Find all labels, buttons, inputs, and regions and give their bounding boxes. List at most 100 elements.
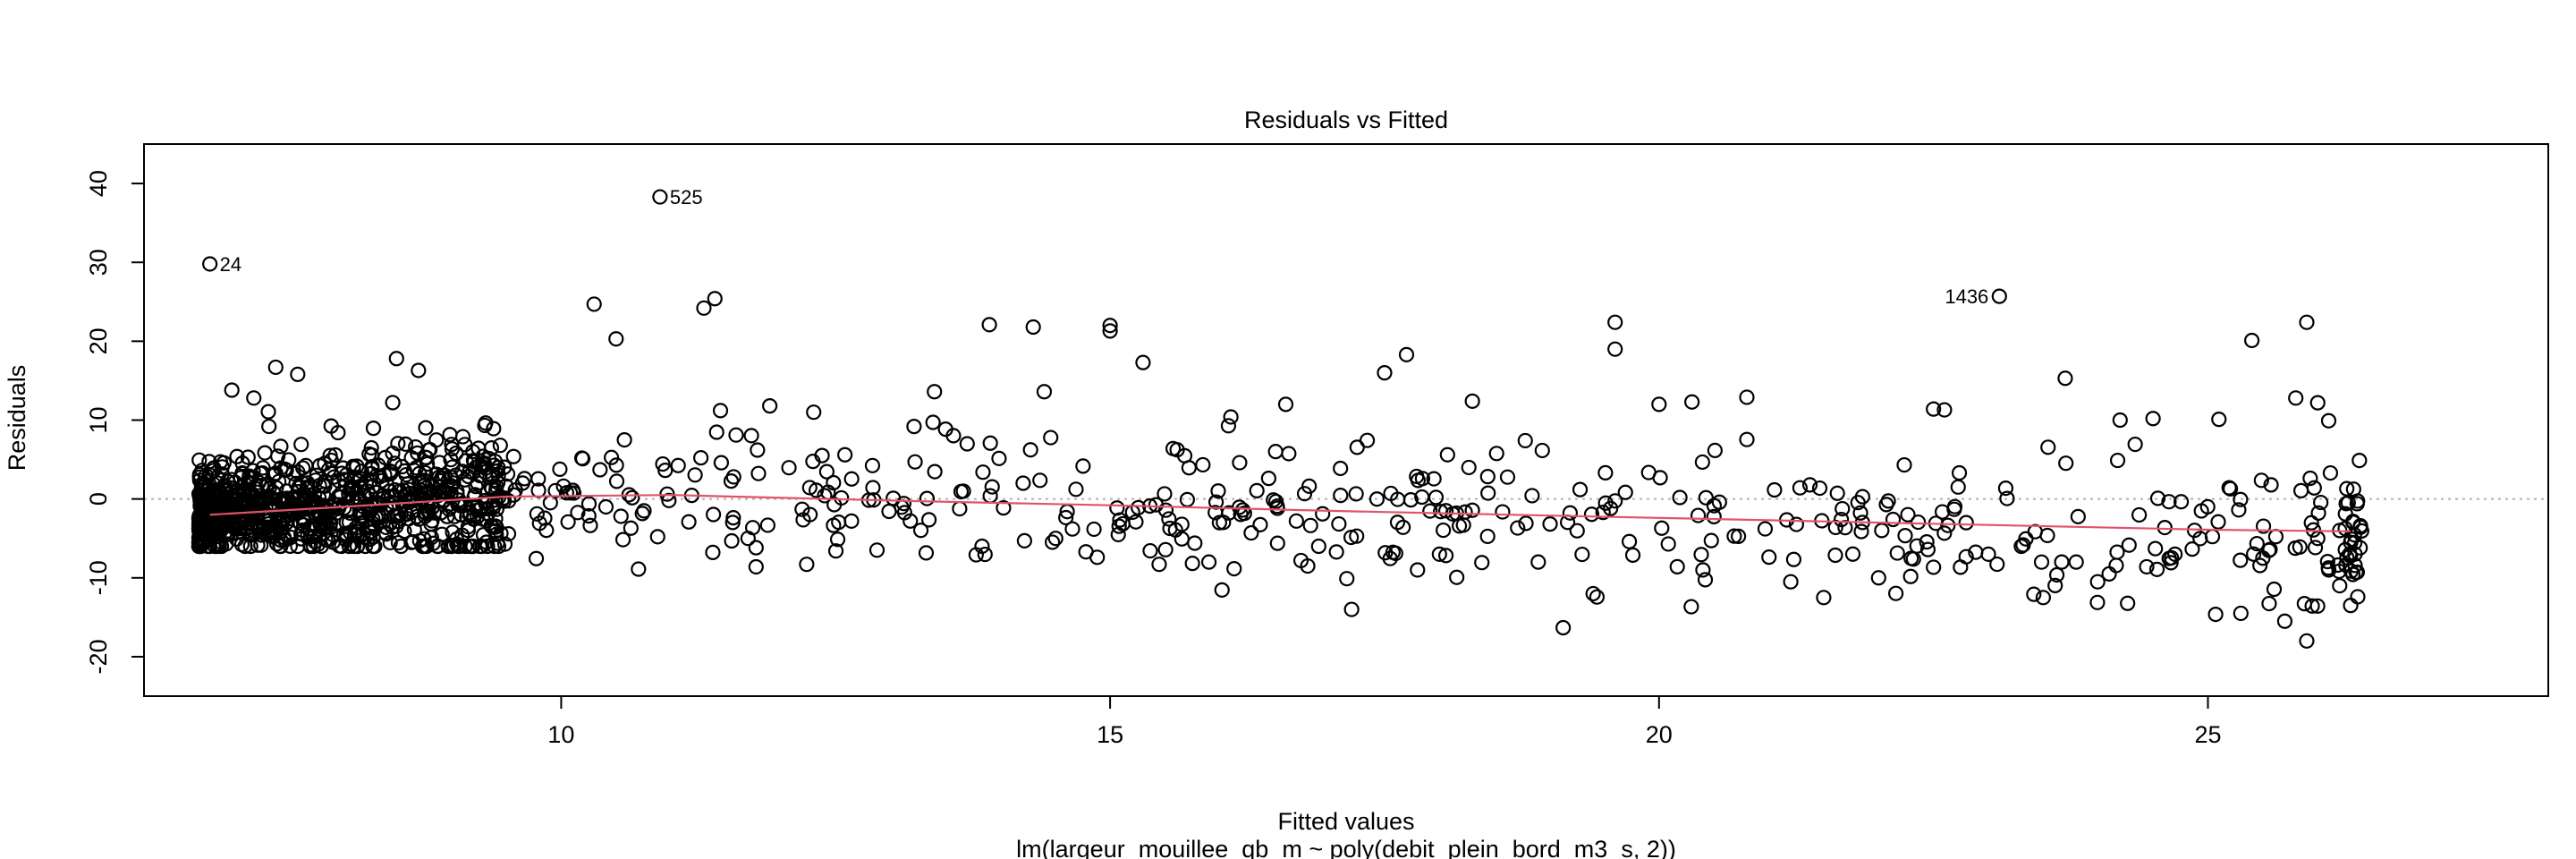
- data-point: [748, 540, 764, 556]
- data-point: [843, 471, 860, 487]
- data-point: [1436, 522, 1452, 539]
- smoother-layer: [209, 494, 2351, 532]
- data-point: [996, 500, 1012, 516]
- data-point: [974, 538, 990, 555]
- y-tick-label: 40: [85, 170, 112, 197]
- data-point: [2109, 452, 2126, 469]
- data-point: [306, 496, 323, 512]
- data-point: [451, 497, 467, 513]
- data-point: [1479, 469, 1496, 485]
- data-point: [1852, 505, 1868, 521]
- data-point: [1499, 469, 1516, 485]
- data-point: [1530, 554, 1546, 570]
- data-point: [1022, 442, 1038, 458]
- data-point: [1348, 486, 1364, 502]
- data-point: [1902, 568, 1919, 584]
- data-point: [410, 445, 426, 461]
- data-point: [488, 519, 504, 535]
- y-tick-label: -10: [85, 560, 112, 595]
- data-point: [1980, 546, 1996, 562]
- data-point: [2320, 562, 2337, 578]
- data-point: [1086, 521, 1102, 538]
- data-point: [2089, 574, 2106, 590]
- y-axis-title: Residuals: [4, 365, 30, 472]
- data-point: [1464, 502, 1480, 518]
- data-point: [2068, 554, 2084, 570]
- data-point: [1058, 509, 1074, 526]
- data-point: [2039, 527, 2055, 544]
- data-point: [226, 493, 242, 509]
- data-point: [237, 476, 253, 492]
- data-point: [242, 538, 258, 555]
- data-point: [724, 515, 741, 531]
- data-point: [1706, 508, 1722, 524]
- data-point: [1331, 515, 1347, 532]
- data-point: [724, 532, 740, 549]
- data-point: [582, 517, 598, 533]
- data-point: [1896, 456, 1912, 473]
- data-point: [2351, 453, 2368, 469]
- data-point: [794, 501, 810, 517]
- data-point: [1032, 472, 1048, 489]
- data-point: [1200, 554, 1217, 570]
- data-point: [2307, 540, 2324, 556]
- data-point: [391, 514, 407, 530]
- data-point: [2048, 566, 2065, 583]
- data-point: [2345, 481, 2361, 498]
- data-point: [1025, 319, 1041, 336]
- data-point: [2347, 557, 2363, 574]
- data-point: [1690, 507, 1707, 523]
- data-point: [750, 442, 766, 458]
- data-point: [226, 520, 243, 537]
- data-point: [2167, 546, 2183, 562]
- data-point: [2288, 390, 2304, 406]
- data-point: [705, 544, 721, 560]
- data-point: [1555, 619, 1572, 636]
- data-point: [1726, 528, 1742, 544]
- data-point: [496, 536, 513, 552]
- data-point: [273, 438, 289, 455]
- data-point: [224, 483, 240, 500]
- data-point: [1269, 535, 1285, 551]
- data-point: [748, 558, 764, 575]
- data-point: [1310, 538, 1326, 555]
- data-point: [1854, 489, 1870, 505]
- data-point: [2245, 546, 2262, 562]
- data-point: [831, 515, 847, 531]
- data-point: [2018, 531, 2034, 547]
- data-point: [613, 508, 629, 524]
- data-point: [1078, 544, 1094, 560]
- data-point: [1184, 556, 1200, 572]
- data-point: [2199, 498, 2216, 515]
- data-point: [743, 428, 759, 444]
- data-point: [388, 351, 404, 367]
- data-point: [2070, 508, 2086, 524]
- data-point: [224, 382, 240, 398]
- data-point: [378, 526, 394, 542]
- y-tick-label: 30: [85, 249, 112, 276]
- data-point: [1607, 493, 1623, 509]
- data-point: [1834, 512, 1850, 528]
- data-point: [834, 489, 850, 506]
- data-point: [2349, 496, 2365, 512]
- data-point: [1583, 506, 1600, 523]
- data-point: [1603, 500, 1619, 516]
- data-point: [2299, 314, 2315, 330]
- data-point: [1148, 497, 1165, 513]
- data-point: [1517, 432, 1533, 449]
- data-point: [1654, 520, 1670, 536]
- data-point: [1624, 547, 1641, 563]
- y-tick-label: 20: [85, 327, 112, 354]
- data-point: [977, 546, 993, 563]
- data-point: [2329, 557, 2346, 574]
- data-point: [202, 489, 218, 505]
- data-point: [1870, 570, 1886, 586]
- data-point: [1562, 505, 1579, 521]
- data-point: [1910, 514, 1927, 531]
- data-point: [984, 479, 1000, 495]
- data-point: [1075, 458, 1091, 474]
- data-point: [2292, 539, 2308, 555]
- data-point: [537, 510, 553, 526]
- data-point: [2222, 481, 2239, 497]
- data-point: [1142, 542, 1158, 559]
